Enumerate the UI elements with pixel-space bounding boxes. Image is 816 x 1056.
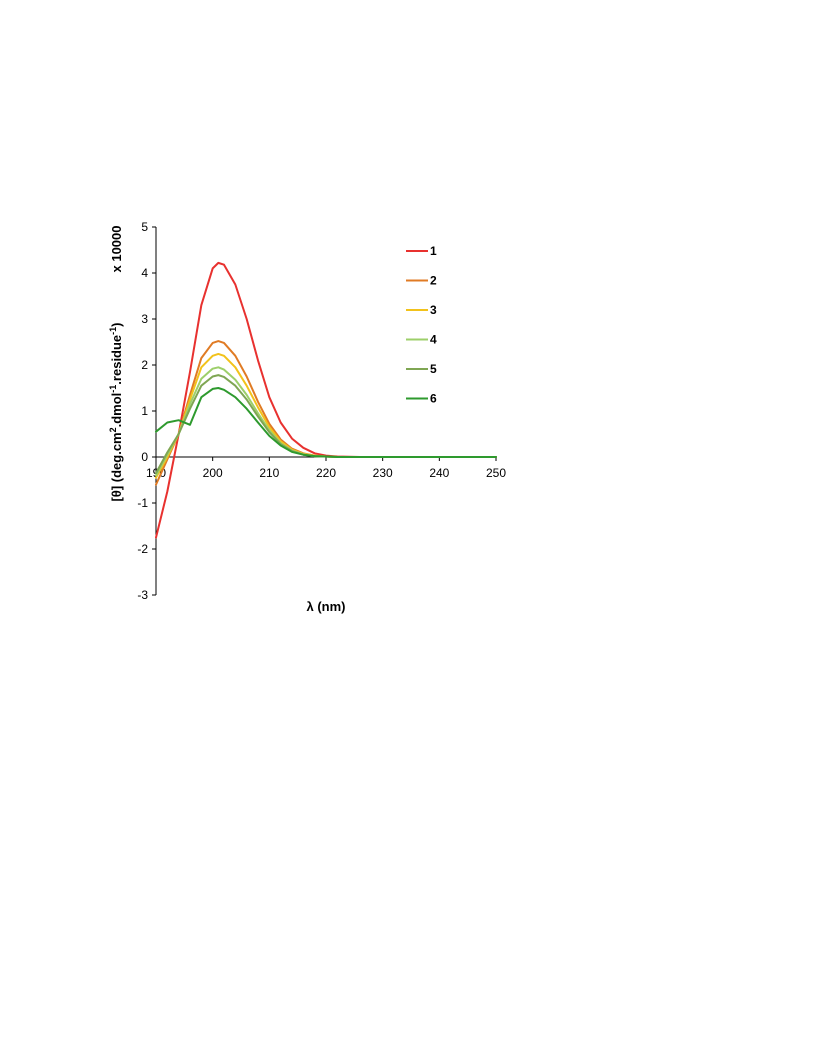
series-lines	[155, 261, 497, 539]
y-axis-title: [θ] (deg.cm2.dmol-1.residue-1)	[108, 322, 124, 501]
y-axis-title-mid: .dmol	[109, 393, 124, 428]
x-tick-label: 230	[373, 466, 393, 480]
legend-label-1: 1	[430, 244, 437, 258]
legend: 1 2 3 4 5 6	[406, 244, 437, 406]
y-axis-title-sup2: -1	[108, 385, 118, 393]
series-line-1	[155, 261, 497, 539]
y-axis-title-sup1: 2	[108, 427, 118, 432]
y-tick-label: 0	[141, 450, 148, 464]
legend-label-4: 4	[430, 333, 437, 347]
x-tick-label: 240	[429, 466, 449, 480]
y-tick-label: 4	[141, 266, 148, 280]
y-tick-label: 5	[141, 220, 148, 234]
y-axis-title-main: [θ] (deg.cm	[109, 432, 124, 501]
x-tick-label: 250	[486, 466, 506, 480]
y-tick-label: 3	[141, 312, 148, 326]
legend-label-5: 5	[430, 362, 437, 376]
y-tick-label: -2	[137, 542, 148, 556]
series-line-6	[155, 387, 497, 458]
y-axis-multiplier: x 10000	[109, 226, 124, 273]
legend-label-3: 3	[430, 303, 437, 317]
x-axis-title: λ (nm)	[307, 599, 346, 614]
y-tick-label: 2	[141, 358, 148, 372]
y-tick-label: -3	[137, 588, 148, 602]
y-tick-label: -1	[137, 496, 148, 510]
y-axis-title-tail: .residue	[109, 335, 124, 385]
y-axis-title-close: )	[109, 322, 124, 326]
x-tick-label: 210	[259, 466, 279, 480]
x-tick-label: 200	[203, 466, 223, 480]
y-tick-label: 1	[141, 404, 148, 418]
legend-label-6: 6	[430, 392, 437, 406]
legend-label-2: 2	[430, 274, 437, 288]
y-axis-title-sup3: -1	[108, 327, 118, 335]
x-tick-label: 220	[316, 466, 336, 480]
